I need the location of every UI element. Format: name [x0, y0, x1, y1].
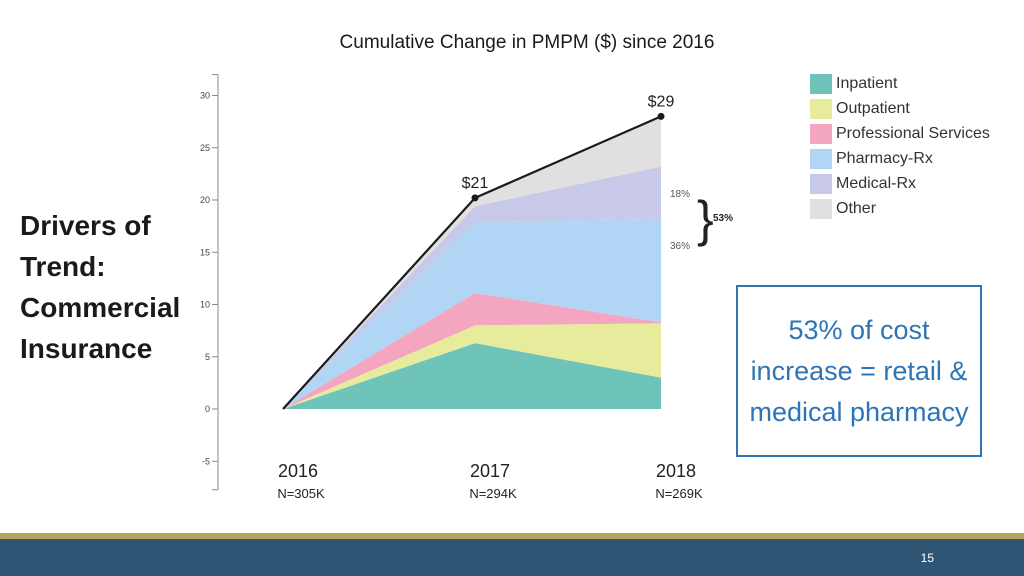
- legend-item-professional-services: Professional Services: [810, 121, 990, 146]
- slide-title-line: Commercial: [20, 292, 181, 323]
- total-point-label: $21: [462, 175, 489, 192]
- area-medical-rx: [283, 166, 661, 409]
- bracket-total-label: 53%: [713, 213, 733, 224]
- y-tick-label: 15: [200, 247, 210, 257]
- x-sublabel: N=305K: [277, 486, 325, 501]
- x-sublabel: N=269K: [655, 486, 703, 501]
- y-tick-label: -5: [202, 456, 210, 466]
- bracket-top-label: 18%: [670, 189, 690, 200]
- footer-accent-bar: [0, 533, 1024, 539]
- x-tick-label: 2017: [470, 461, 510, 481]
- legend-label: Medical-Rx: [836, 174, 917, 192]
- legend-swatch: [810, 148, 832, 169]
- slide-title-line: Insurance: [20, 333, 153, 364]
- y-tick-label: 25: [200, 143, 210, 153]
- legend-item-outpatient: Outpatient: [810, 96, 990, 121]
- total-point: [657, 112, 665, 120]
- chart-title: Cumulative Change in PMPM ($) since 2016: [339, 32, 715, 53]
- page-number: 15: [920, 551, 934, 565]
- legend-swatch: [810, 198, 832, 219]
- legend-label: Outpatient: [836, 99, 910, 117]
- x-tick-label: 2018: [656, 461, 696, 481]
- slide-title-line: Trend:: [20, 251, 106, 282]
- legend-item-inpatient: Inpatient: [810, 71, 990, 96]
- bracket-brace: }: [697, 191, 714, 247]
- chart-legend: Inpatient Outpatient Professional Servic…: [810, 71, 990, 221]
- legend-swatch: [810, 73, 832, 94]
- total-point: [471, 194, 479, 202]
- legend-label: Professional Services: [836, 124, 990, 142]
- y-tick-label: 5: [205, 352, 210, 362]
- legend-label: Other: [836, 199, 877, 217]
- legend-item-medical-rx: Medical-Rx: [810, 171, 990, 196]
- y-tick-label: 0: [205, 404, 210, 414]
- area-pharmacy-rx: [283, 218, 661, 409]
- area-other: [283, 115, 661, 409]
- x-sublabel: N=294K: [469, 486, 517, 501]
- legend-swatch: [810, 98, 832, 119]
- legend-item-other: Other: [810, 196, 990, 221]
- legend-label: Pharmacy-Rx: [836, 149, 933, 167]
- callout-box: 53% of cost increase = retail & medical …: [736, 285, 982, 457]
- area-inpatient: [283, 343, 661, 409]
- legend-swatch: [810, 123, 832, 144]
- total-point-label: $29: [648, 93, 675, 110]
- legend-swatch: [810, 173, 832, 194]
- slide-title: Drivers of Trend: Commercial Insurance: [20, 205, 180, 369]
- y-tick-label: 30: [200, 91, 210, 101]
- area-professional-services: [283, 293, 661, 409]
- slide-title-line: Drivers of: [20, 210, 151, 241]
- area-outpatient: [283, 323, 661, 409]
- legend-label: Inpatient: [836, 74, 898, 92]
- x-tick-label: 2016: [278, 461, 318, 481]
- footer-bar: [0, 539, 1024, 576]
- y-tick-label: 10: [200, 300, 210, 310]
- legend-item-pharmacy-rx: Pharmacy-Rx: [810, 146, 990, 171]
- bracket-bottom-label: 36%: [670, 241, 690, 252]
- y-tick-label: 20: [200, 195, 210, 205]
